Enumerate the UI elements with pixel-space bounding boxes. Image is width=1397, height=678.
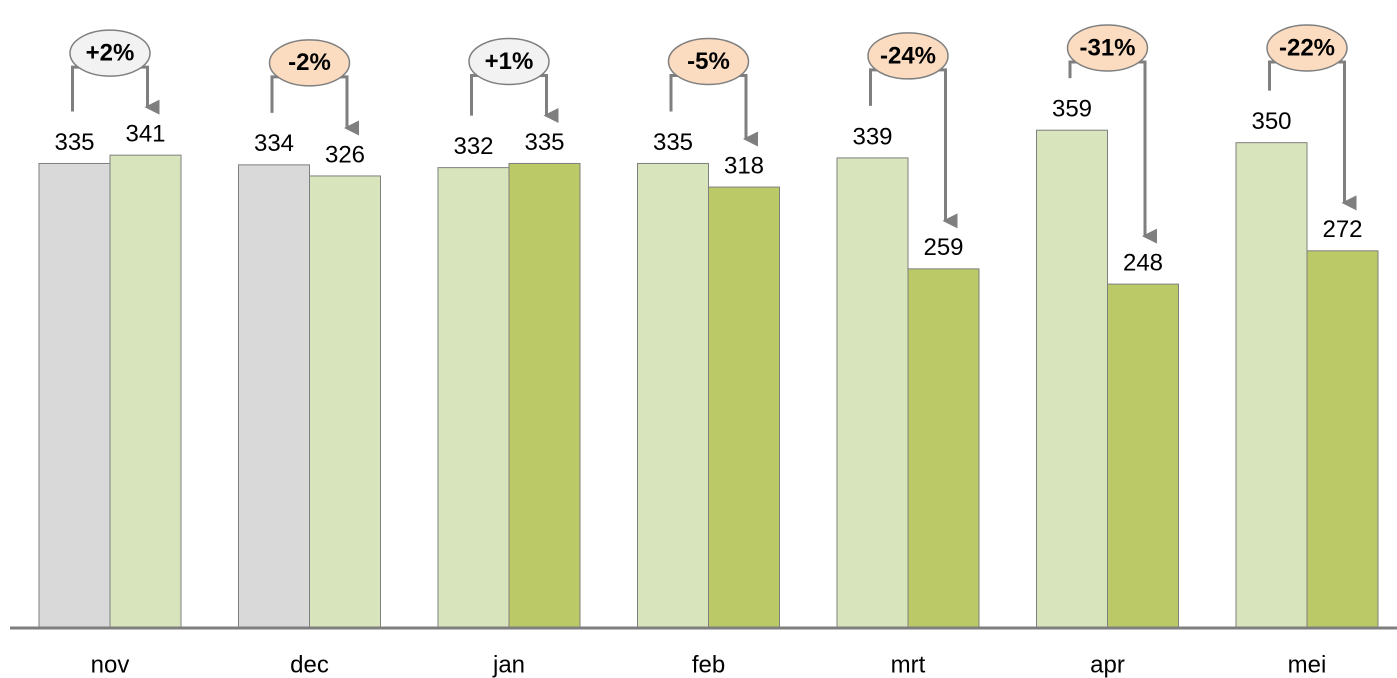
bar xyxy=(637,162,709,629)
change-label: -2% xyxy=(288,49,331,76)
value-label: 248 xyxy=(1123,249,1163,276)
bar xyxy=(508,162,581,629)
change-bubble xyxy=(667,37,750,86)
x-tick-label: mei xyxy=(1288,651,1327,678)
change-label: -22% xyxy=(1279,34,1335,61)
value-label: 259 xyxy=(923,234,963,261)
value-label: 359 xyxy=(1052,96,1092,123)
x-tick-label: feb xyxy=(692,651,725,678)
x-tick-label: nov xyxy=(91,651,130,678)
bar xyxy=(309,175,381,629)
bar xyxy=(437,167,510,629)
bar xyxy=(238,164,310,629)
x-tick-label: dec xyxy=(290,651,329,678)
change-bubble xyxy=(867,32,949,80)
bar xyxy=(1235,142,1308,629)
change-bubble xyxy=(268,39,351,87)
x-tick-label: jan xyxy=(492,651,525,678)
value-label: 335 xyxy=(54,129,94,156)
change-label: -5% xyxy=(687,48,730,75)
change-label: -24% xyxy=(880,42,936,69)
change-label: -31% xyxy=(1079,34,1135,61)
value-label: 339 xyxy=(852,123,892,150)
value-label: 335 xyxy=(653,129,693,156)
value-label: 334 xyxy=(254,130,294,157)
value-label: 332 xyxy=(453,133,493,160)
value-label: 335 xyxy=(524,129,564,156)
value-label: 350 xyxy=(1251,108,1291,135)
bar xyxy=(1306,250,1379,629)
value-label: 318 xyxy=(724,152,764,179)
bar xyxy=(109,154,182,629)
change-label: +2% xyxy=(86,39,135,66)
bar xyxy=(1036,129,1108,629)
change-bubble xyxy=(1066,24,1149,72)
bar xyxy=(907,268,980,629)
x-tick-label: apr xyxy=(1090,651,1125,678)
bar xyxy=(836,157,909,629)
value-label: 341 xyxy=(125,120,165,147)
value-label: 272 xyxy=(1322,216,1362,243)
change-label: +1% xyxy=(485,48,534,75)
x-tick-label: mrt xyxy=(891,651,926,678)
change-bubble xyxy=(1266,24,1348,72)
bar xyxy=(1107,283,1179,629)
value-label: 326 xyxy=(325,141,365,168)
bar xyxy=(38,162,111,629)
change-bubble xyxy=(69,29,151,77)
bar xyxy=(708,186,780,629)
change-bubble xyxy=(468,37,550,86)
